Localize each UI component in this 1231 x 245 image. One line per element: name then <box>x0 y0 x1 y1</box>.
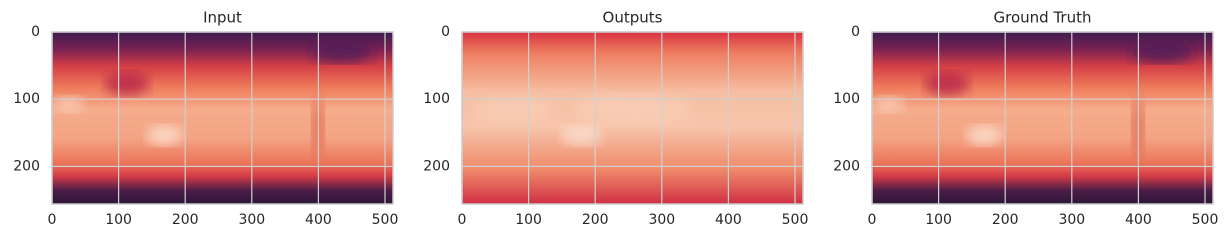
x-tick-label: 400 <box>1125 212 1152 228</box>
panel-title: Input <box>203 9 242 27</box>
x-tick-label: 300 <box>238 212 265 228</box>
x-tick-label: 0 <box>458 212 467 228</box>
x-tick-label: 100 <box>105 212 132 228</box>
x-tick-label: 200 <box>582 212 609 228</box>
image-feature <box>874 96 905 113</box>
x-tick-label: 500 <box>372 212 399 228</box>
axes-frame <box>871 31 1214 205</box>
panel-title: Outputs <box>603 9 663 27</box>
y-tick-label: 200 <box>423 158 450 174</box>
x-tick-label: 300 <box>1058 212 1085 228</box>
y-tick-label: 0 <box>441 24 450 40</box>
x-tick-label: 100 <box>515 212 542 228</box>
axes-frame <box>51 31 394 205</box>
x-tick-label: 200 <box>172 212 199 228</box>
x-tick-label: 0 <box>868 212 877 228</box>
y-tick-label: 0 <box>31 24 40 40</box>
x-tick-label: 300 <box>648 212 675 228</box>
panel: Ground Truth 0 100 200 300 400 500 0 100 200 <box>833 9 1218 229</box>
image-feature <box>311 42 372 63</box>
image-feature <box>146 125 183 146</box>
panel: Input 0 100 200 300 400 500 0 100 200 <box>13 9 398 229</box>
image-feature <box>105 71 150 96</box>
x-tick-label: 400 <box>715 212 742 228</box>
y-tick-label: 100 <box>833 91 860 107</box>
image-feature <box>561 125 602 146</box>
x-tick-label: 0 <box>48 212 57 228</box>
x-tick-label: 500 <box>782 212 809 228</box>
image-feature <box>966 125 1003 146</box>
image <box>52 32 393 204</box>
image-feature <box>54 96 85 113</box>
y-tick-label: 0 <box>851 24 860 40</box>
x-tick-label: 500 <box>1192 212 1219 228</box>
panel-title: Ground Truth <box>994 9 1092 27</box>
x-tick-label: 400 <box>305 212 332 228</box>
x-tick-label: 200 <box>992 212 1019 228</box>
image-feature <box>1131 42 1192 63</box>
image-feature <box>925 71 970 96</box>
image-feature <box>473 97 554 122</box>
x-tick-label: 100 <box>925 212 952 228</box>
y-tick-label: 100 <box>13 91 40 107</box>
y-tick-label: 200 <box>13 158 40 174</box>
image <box>872 32 1213 204</box>
y-tick-label: 100 <box>423 91 450 107</box>
y-tick-label: 200 <box>833 158 860 174</box>
axes-frame <box>461 31 804 205</box>
image-feature <box>572 94 693 125</box>
panel: Outputs 0 100 200 300 400 500 0 100 200 <box>423 9 808 229</box>
image <box>462 32 803 204</box>
